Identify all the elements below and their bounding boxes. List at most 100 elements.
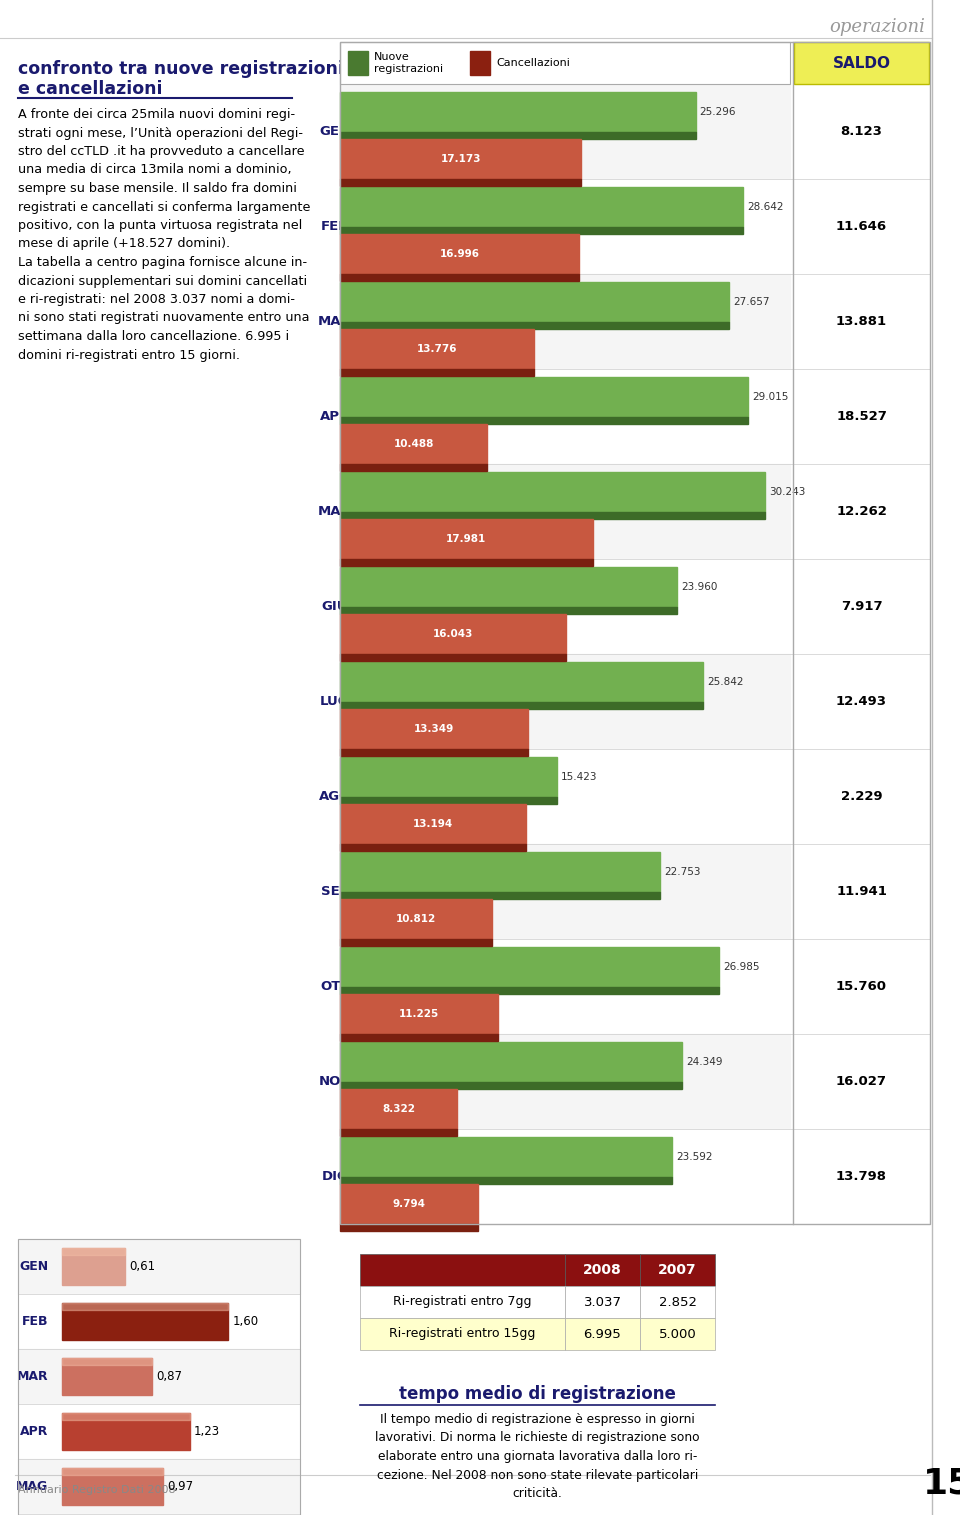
Bar [18,1294,300,1348]
Bar [340,186,743,227]
Text: confronto tra nuove registrazioni: confronto tra nuove registrazioni [18,61,344,77]
Bar [340,803,525,844]
Bar [62,1303,228,1341]
Text: 11.646: 11.646 [836,220,887,233]
Bar [340,898,492,939]
Bar [340,559,790,654]
Bar [340,1129,457,1136]
Text: 10.812: 10.812 [396,914,436,924]
Bar [340,939,492,945]
Bar [794,465,929,558]
Bar [340,1089,457,1129]
Bar [340,42,930,1224]
Text: GIU: GIU [322,600,348,614]
Bar [565,1254,640,1286]
Text: MAG: MAG [15,1480,48,1492]
Text: 15: 15 [923,1467,960,1500]
Bar [340,370,790,464]
Bar [340,91,696,132]
Bar [340,653,565,661]
Bar [340,844,790,939]
Bar [340,654,790,748]
Text: 13.194: 13.194 [413,818,453,829]
Bar [794,85,929,177]
Bar [794,750,929,842]
Bar [340,274,790,370]
Text: 2.852: 2.852 [659,1295,697,1309]
Bar [340,1136,672,1177]
Bar [794,180,929,273]
Text: 12.262: 12.262 [836,504,887,518]
Text: e cancellazioni: e cancellazioni [18,80,162,98]
Bar [340,518,593,559]
Bar [340,606,677,614]
Bar [62,1413,190,1420]
Bar [794,276,929,368]
Bar [340,748,528,756]
Bar [340,233,579,274]
Bar [794,654,929,748]
Text: MAR: MAR [318,315,352,329]
Bar [340,282,729,321]
Text: Ri-registrati entro 7gg: Ri-registrati entro 7gg [394,1295,532,1309]
Text: AGO: AGO [319,789,351,803]
Text: 1,23: 1,23 [194,1426,220,1438]
Bar [794,1035,929,1129]
Text: 0,61: 0,61 [130,1260,156,1273]
Text: 16.996: 16.996 [440,248,479,259]
Bar [340,368,534,376]
Bar [340,701,704,709]
Bar [340,321,729,329]
Bar [340,1042,683,1082]
Bar [340,424,488,464]
Bar [340,1129,790,1224]
Bar [640,1254,715,1286]
Bar [340,1224,478,1230]
Bar [340,939,790,1035]
Bar [62,1357,153,1395]
Bar [340,464,790,559]
Bar [340,512,765,518]
Text: 1,60: 1,60 [232,1315,258,1329]
Bar [340,567,677,606]
Text: 7.917: 7.917 [841,600,882,614]
Text: 27.657: 27.657 [732,297,769,306]
Text: 8.322: 8.322 [382,1103,415,1114]
Bar [794,1130,929,1223]
Text: APR: APR [320,411,350,423]
Text: 5.000: 5.000 [659,1327,696,1341]
Text: 23.960: 23.960 [681,582,717,591]
Bar [62,1248,126,1256]
Text: 2007: 2007 [659,1264,697,1277]
Text: NOV: NOV [319,1076,351,1088]
Text: Nuove
registrazioni: Nuove registrazioni [374,52,444,74]
Bar [340,986,719,994]
Bar [62,1357,153,1365]
Text: Ri-registrati entro 15gg: Ri-registrati entro 15gg [390,1327,536,1341]
Text: 10.488: 10.488 [394,439,434,448]
Text: 23.592: 23.592 [676,1151,712,1162]
Text: 9.794: 9.794 [393,1198,425,1209]
Bar [62,1468,163,1506]
Bar [62,1248,126,1285]
Text: 15.423: 15.423 [561,771,597,782]
Bar [340,748,790,844]
Text: DIC: DIC [323,1170,348,1183]
Text: Cancellazioni: Cancellazioni [496,58,570,68]
Bar [340,1183,478,1224]
Bar [360,1254,565,1286]
Text: GEN: GEN [320,126,350,138]
Text: 2.229: 2.229 [841,789,882,803]
Text: OTT: OTT [320,980,349,992]
Text: 0,97: 0,97 [167,1480,193,1492]
Bar [340,559,593,565]
Bar [794,561,929,653]
Bar [18,1239,300,1515]
Text: 30.243: 30.243 [769,486,805,497]
Text: 13.798: 13.798 [836,1170,887,1183]
Text: 17.981: 17.981 [446,533,487,544]
Text: A fronte dei circa 25mila nuovi domini regi-
strati ogni mese, l’Unità operazion: A fronte dei circa 25mila nuovi domini r… [18,108,310,362]
Text: MAG: MAG [318,504,352,518]
Text: 29.015: 29.015 [752,391,788,401]
Bar [340,132,696,139]
